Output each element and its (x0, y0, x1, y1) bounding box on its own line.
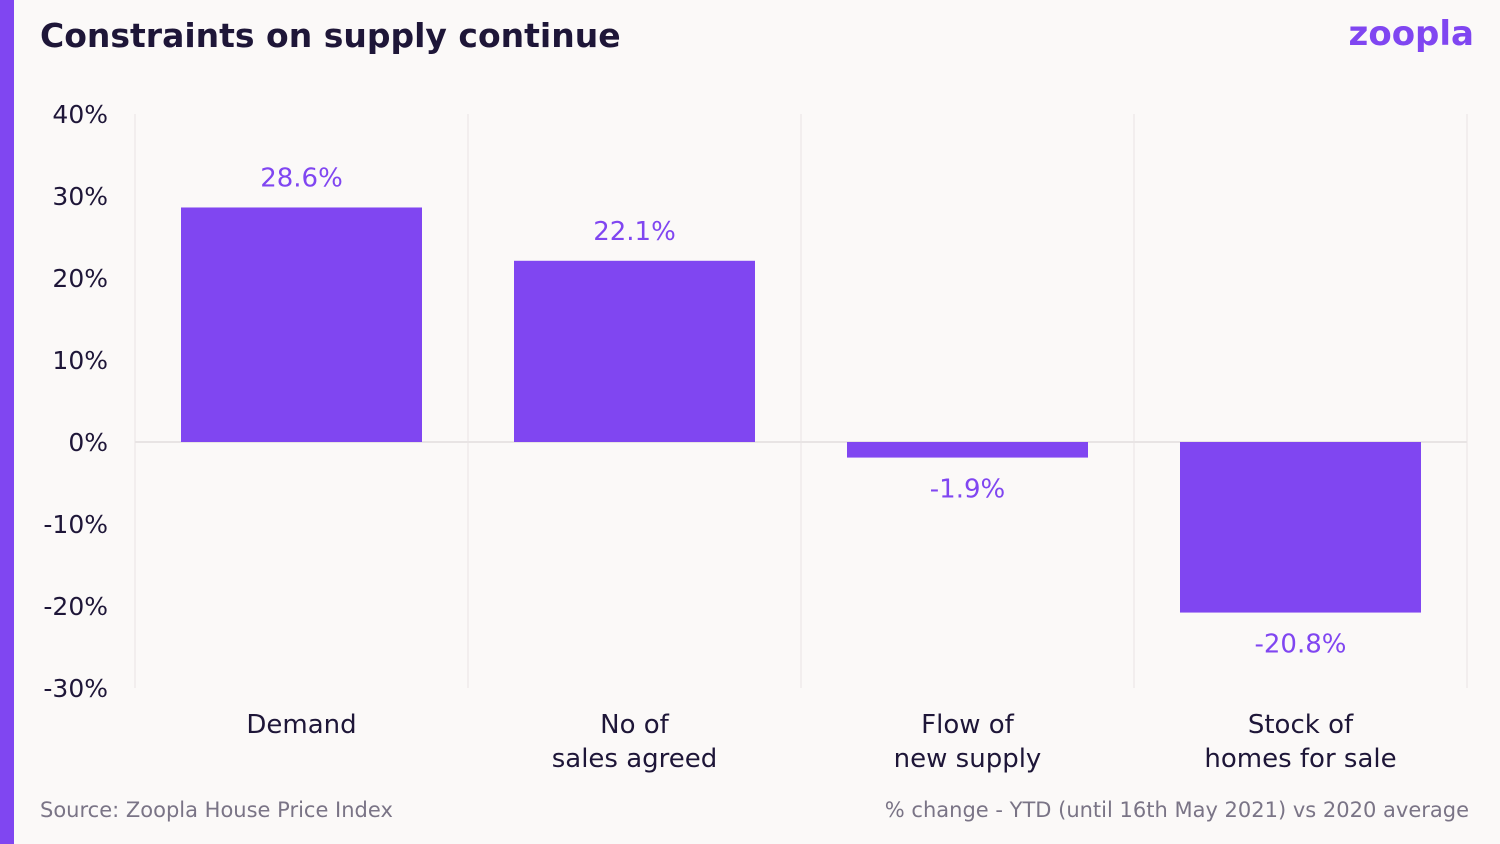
x-axis-categories: Demand No of sales agreed Flow of new supply… (246, 710, 1396, 774)
zoopla-logo: zoopla (1348, 14, 1474, 54)
y-tick-label: 10% (52, 346, 108, 375)
bar (181, 207, 422, 442)
y-axis-ticks: 40% 30% 20% 10% 0% -10% -20% -30% (43, 100, 108, 703)
bar (847, 442, 1088, 458)
bar (1180, 442, 1421, 613)
category-label: Demand (246, 710, 356, 740)
data-label: 28.6% (260, 163, 343, 193)
y-tick-label: 0% (68, 428, 108, 457)
measure-note: % change - YTD (until 16th May 2021) vs … (884, 798, 1469, 822)
y-tick-label: 20% (52, 264, 108, 293)
y-tick-label: -20% (43, 592, 108, 621)
data-label: -20.8% (1255, 630, 1347, 660)
source-note: Source: Zoopla House Price Index (40, 798, 393, 822)
bars (181, 207, 1421, 613)
y-tick-label: 40% (52, 100, 108, 129)
category-label: No of (600, 710, 670, 740)
accent-bar (0, 0, 14, 844)
y-tick-label: -30% (43, 674, 108, 703)
y-tick-label: 30% (52, 182, 108, 211)
data-labels: 28.6% 22.1% -1.9% -20.8% (260, 163, 1346, 659)
category-label: sales agreed (552, 744, 718, 774)
y-tick-label: -10% (43, 510, 108, 539)
category-label: new supply (894, 744, 1042, 774)
category-label: Stock of (1248, 710, 1354, 740)
chart-title: Constraints on supply continue (40, 16, 621, 55)
bar (514, 260, 755, 442)
category-label: Flow of (921, 710, 1015, 740)
data-label: -1.9% (930, 475, 1005, 505)
data-label: 22.1% (593, 217, 676, 247)
category-label: homes for sale (1204, 744, 1396, 774)
